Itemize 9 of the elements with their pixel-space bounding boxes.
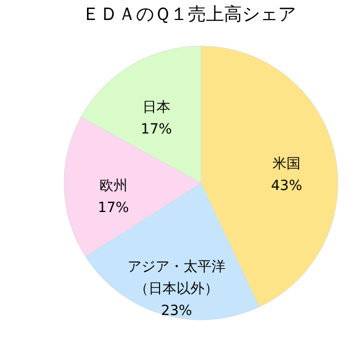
chart-title: ＥＤＡのＱ１売上高シェア	[82, 4, 296, 25]
slice-label: 日本	[142, 100, 170, 116]
data-label: 23%	[160, 303, 192, 320]
slice-label: アジア・太平洋（日本以外）	[128, 259, 226, 298]
data-label: 17%	[140, 122, 172, 138]
slice-label: 欧州	[99, 178, 128, 194]
slice-label: 米国	[272, 156, 301, 172]
data-label: 43%	[271, 178, 302, 194]
data-label: 17%	[98, 200, 129, 216]
